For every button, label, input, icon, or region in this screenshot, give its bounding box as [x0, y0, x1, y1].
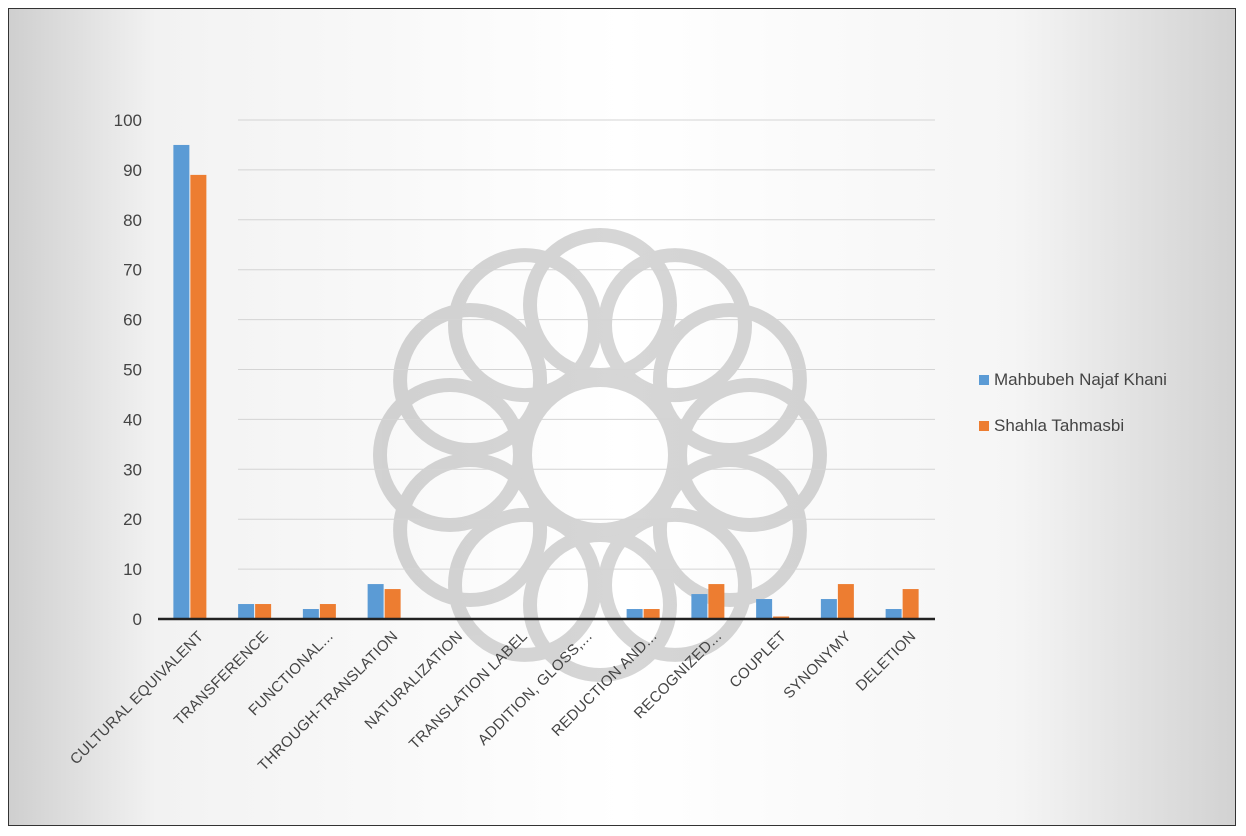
chart-frame — [8, 8, 1236, 826]
watermark-ring — [598, 507, 752, 662]
y-tick-label: 70 — [123, 261, 142, 280]
bar — [238, 604, 255, 619]
watermark-ring — [598, 248, 752, 403]
x-tick-label: TRANSLATION LABEL — [406, 628, 531, 753]
bar — [367, 584, 384, 619]
bar — [756, 599, 773, 619]
bar — [190, 174, 207, 619]
bar — [319, 604, 336, 619]
legend: Mahbubeh Najaf Khani Shahla Tahmasbi — [979, 370, 1167, 435]
bar — [837, 584, 854, 619]
bar — [885, 609, 902, 619]
x-tick-label: DELETION — [853, 628, 920, 695]
watermark-ring — [673, 378, 827, 532]
bar — [820, 599, 837, 619]
bar — [302, 609, 319, 619]
watermark-emblem — [373, 228, 827, 682]
y-axis-ticks: 0 10 20 30 40 50 60 70 80 90 100 — [114, 111, 142, 629]
x-tick-label: CULTURAL EQUIVALENT — [67, 628, 207, 768]
bar — [173, 144, 190, 619]
legend-label: Mahbubeh Najaf Khani — [994, 370, 1167, 389]
watermark-ring — [448, 507, 602, 662]
x-tick-label: SYNONYMY — [780, 628, 854, 702]
legend-swatch — [979, 421, 989, 431]
watermark-ring — [523, 228, 677, 382]
watermark-ring — [652, 303, 807, 457]
y-tick-label: 20 — [123, 510, 142, 529]
watermark-center — [518, 373, 682, 537]
watermark-ring — [523, 528, 677, 682]
y-tick-label: 40 — [123, 410, 142, 429]
bar — [691, 594, 708, 619]
bar — [902, 589, 919, 619]
bar — [255, 604, 272, 619]
x-tick-label: COUPLET — [726, 628, 790, 692]
legend-label: Shahla Tahmasbi — [994, 416, 1124, 435]
legend-swatch — [979, 375, 989, 385]
bars — [173, 144, 919, 619]
y-tick-label: 30 — [123, 460, 142, 479]
bar — [626, 609, 643, 619]
watermark-ring — [652, 453, 807, 607]
watermark-ring — [393, 453, 548, 607]
y-tick-label: 90 — [123, 161, 142, 180]
y-tick-label: 50 — [123, 361, 142, 380]
watermark-ring — [448, 248, 602, 403]
bar — [384, 589, 401, 619]
y-tick-label: 0 — [133, 610, 142, 629]
y-tick-label: 10 — [123, 560, 142, 579]
y-tick-label: 60 — [123, 311, 142, 330]
bar — [708, 584, 725, 619]
y-tick-label: 100 — [114, 111, 142, 130]
watermark-ring — [373, 378, 527, 532]
y-tick-label: 80 — [123, 211, 142, 230]
bar — [643, 609, 660, 619]
watermark-ring — [393, 303, 548, 457]
gridlines — [238, 119, 935, 570]
